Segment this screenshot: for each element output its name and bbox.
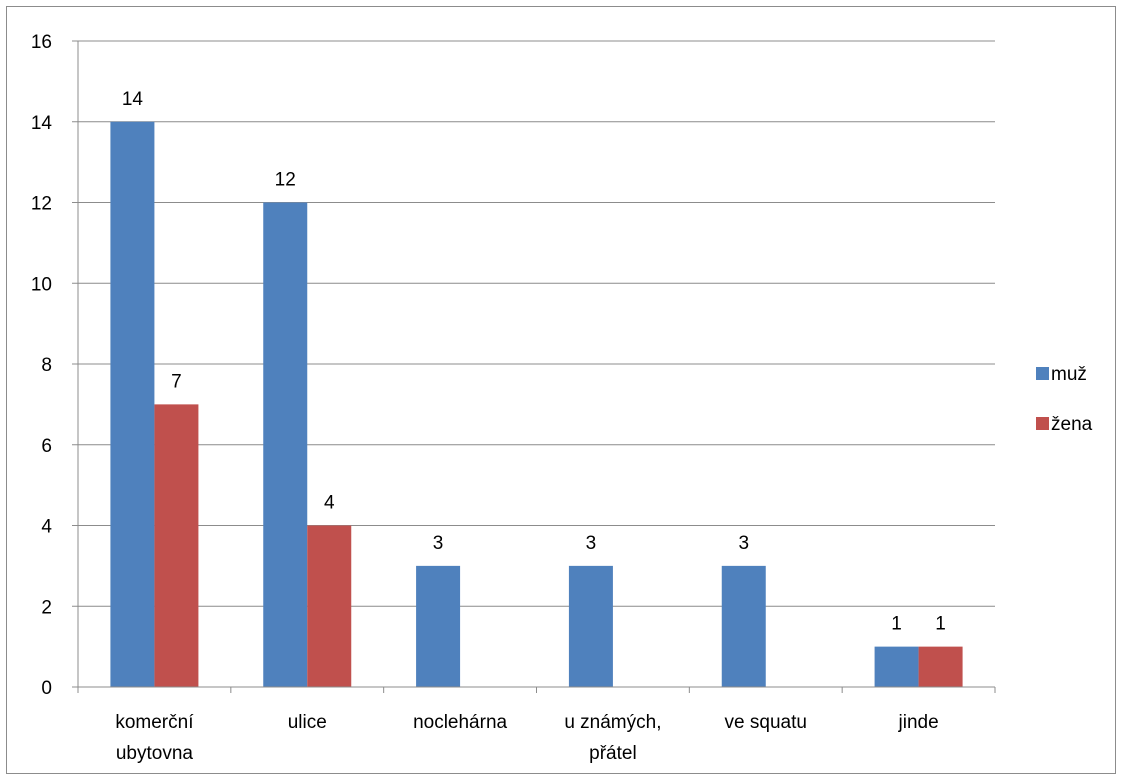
- y-tick-label: 16: [31, 32, 52, 53]
- x-category-label: jinde: [898, 712, 939, 733]
- legend: muž žena: [1036, 364, 1093, 435]
- legend-swatch: [1036, 417, 1049, 430]
- x-category-label: ve squatu: [725, 712, 807, 733]
- bar-zena: [918, 646, 963, 687]
- bar-muz: [874, 646, 919, 687]
- legend-label: muž: [1051, 364, 1087, 385]
- data-label: 1: [891, 614, 902, 635]
- data-label: 3: [433, 533, 444, 554]
- data-label: 3: [738, 533, 749, 554]
- gridlines: [78, 40, 995, 607]
- bar-muz: [263, 202, 308, 687]
- x-category-label: u známých,: [564, 712, 661, 733]
- data-label: 12: [275, 170, 296, 191]
- bar-muz: [721, 565, 766, 687]
- axes: [72, 40, 996, 693]
- data-label: 1: [935, 614, 946, 635]
- y-tick-label: 14: [31, 113, 53, 134]
- data-label: 7: [171, 371, 182, 392]
- bar-zena: [154, 404, 199, 687]
- bar-zena: [307, 525, 352, 687]
- y-tick-label: 2: [41, 597, 52, 618]
- x-category-label: komerční: [115, 712, 194, 733]
- y-tick-label: 10: [31, 274, 52, 295]
- x-category-label: ubytovna: [116, 743, 194, 764]
- bar-muz: [416, 565, 461, 687]
- bars: [110, 121, 963, 687]
- x-category-label: noclehárna: [413, 712, 507, 733]
- bar-muz: [110, 121, 155, 687]
- labels: 0 2 4 6 8 10 12 14 16 14 7 12 4 3 3 3 1 1 komerční ubytovna…: [31, 32, 946, 764]
- data-label: 4: [324, 493, 335, 514]
- legend-label: žena: [1051, 414, 1093, 435]
- data-label: 3: [586, 533, 597, 554]
- y-tick-label: 6: [41, 436, 52, 457]
- legend-swatch: [1036, 367, 1049, 380]
- y-tick-label: 8: [41, 355, 52, 376]
- x-category-label: ulice: [288, 712, 327, 733]
- y-tick-label: 12: [31, 194, 52, 215]
- y-tick-label: 0: [41, 678, 52, 699]
- data-label: 14: [122, 89, 144, 110]
- x-category-label: přátel: [589, 743, 637, 764]
- y-tick-label: 4: [41, 517, 52, 538]
- bar-muz: [568, 565, 613, 687]
